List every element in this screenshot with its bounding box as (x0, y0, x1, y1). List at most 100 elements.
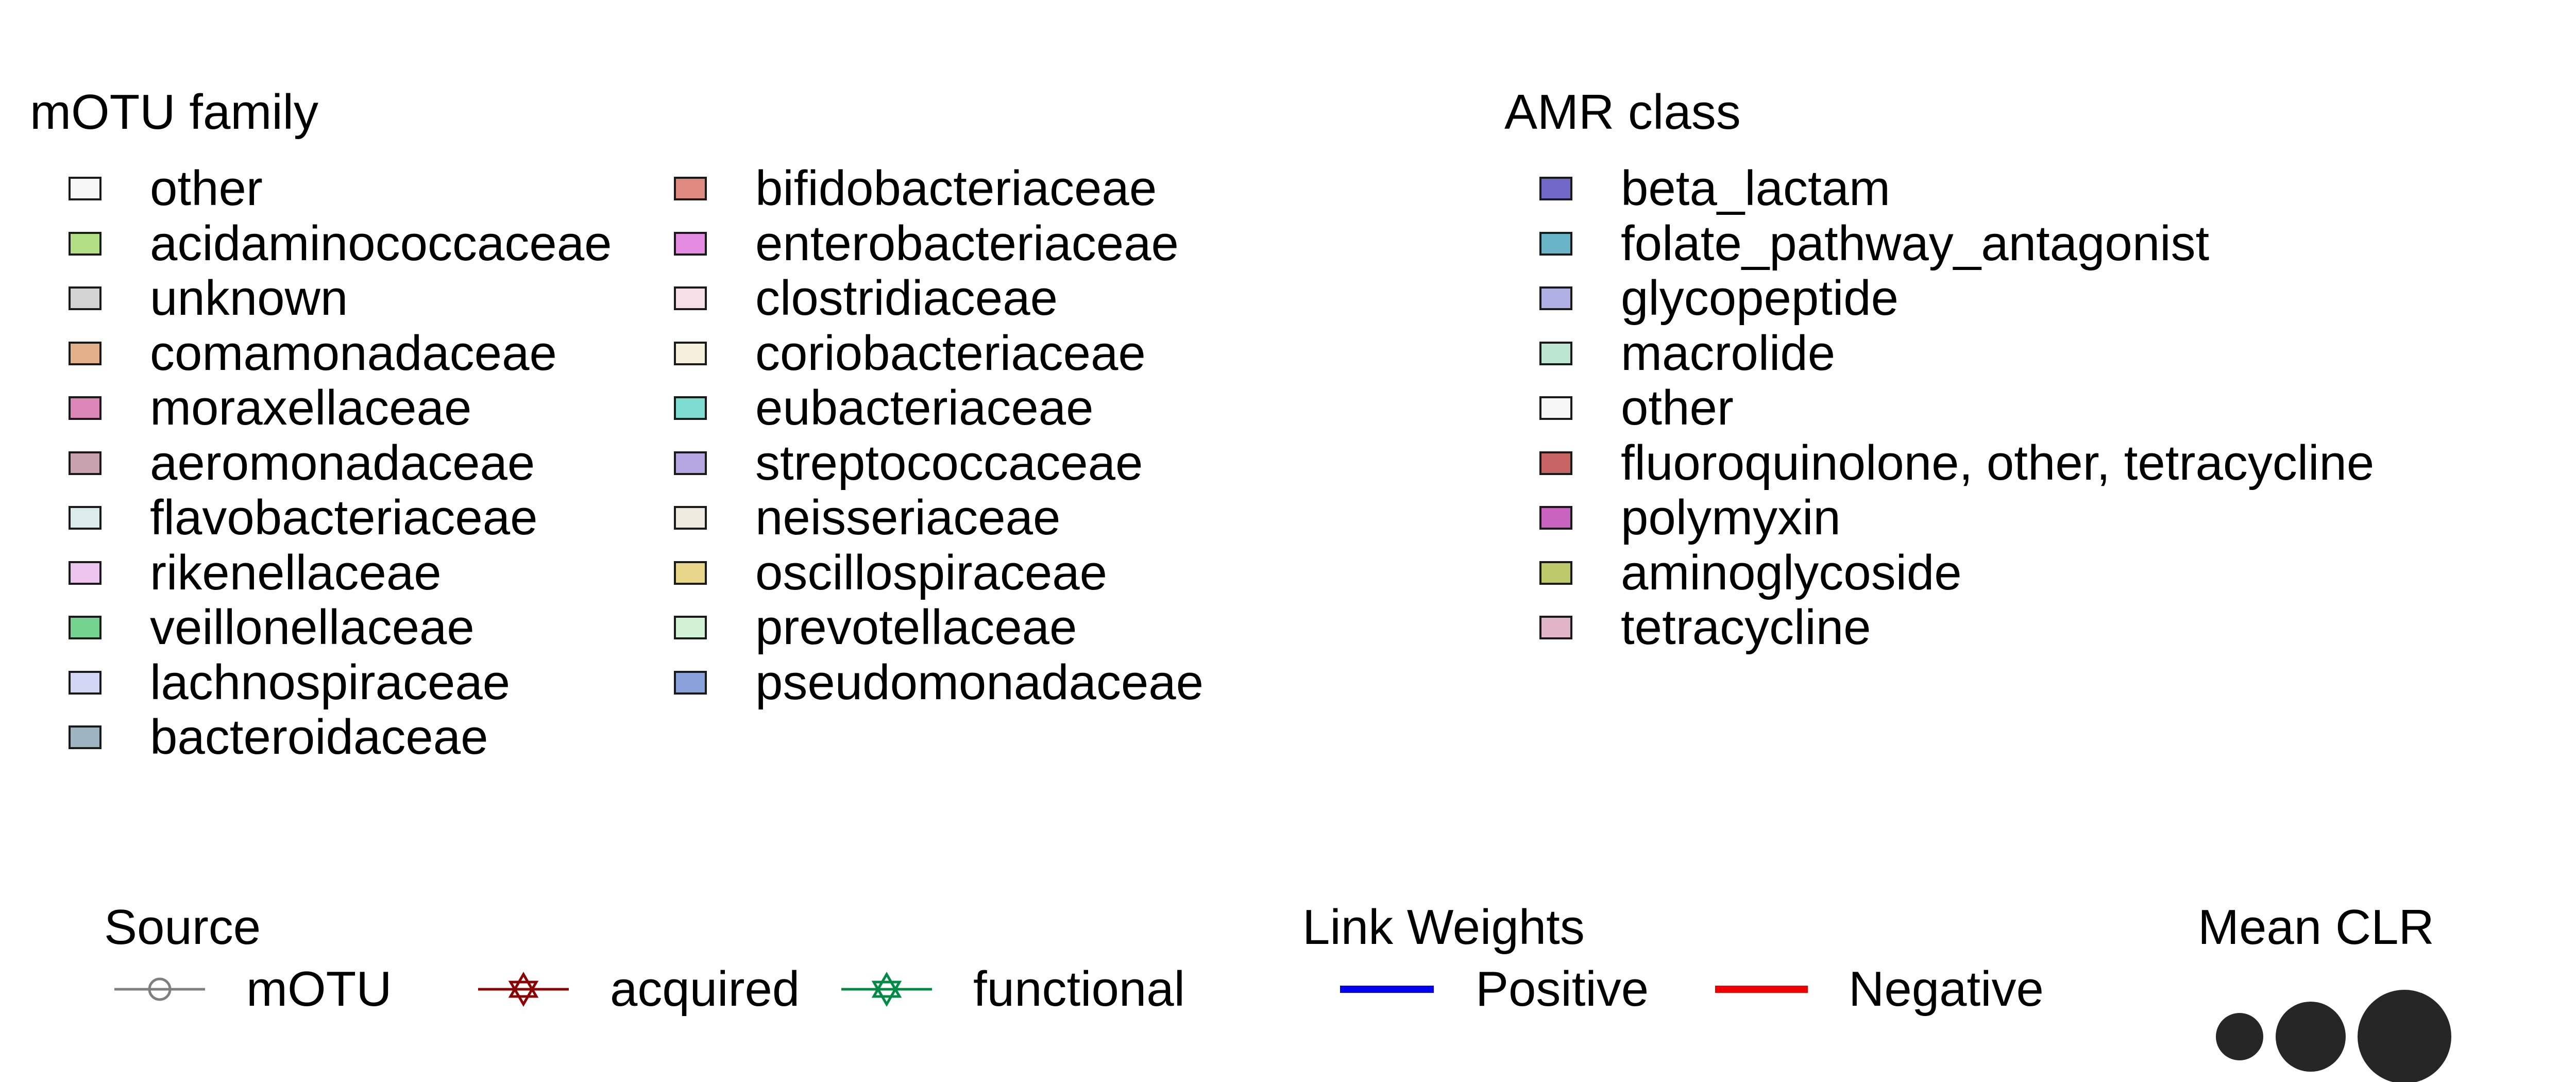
legend-item: oscillospiraceae (674, 547, 1107, 599)
legend-swatch (1539, 341, 1572, 365)
legend-item: polymyxin (1539, 492, 1841, 544)
legend-swatch (674, 616, 707, 639)
legend-label: macrolide (1621, 325, 1836, 381)
legend-item: veillonellaceae (69, 602, 474, 653)
link-label-positive: Positive (1476, 961, 1649, 1017)
legend-label: other (1621, 380, 1734, 435)
legend-item: aeromonadaceae (69, 437, 535, 489)
source-label-acquired: acquired (610, 961, 800, 1017)
legend-item: coriobacteriaceae (674, 328, 1146, 379)
acquired-star-of-david-icon (478, 972, 569, 1007)
legend-swatch (69, 506, 101, 530)
negative-link-line-icon (1715, 986, 1808, 993)
legend-swatch (674, 506, 707, 530)
legend-title: Link Weights (1302, 900, 1585, 955)
legend-label: neisseriaceae (755, 490, 1061, 545)
legend-item: other (69, 163, 263, 214)
mean-clr-size-circles (2216, 990, 2451, 1082)
legend-label: flavobacteriaceae (150, 490, 538, 545)
legend-label: enterobacteriaceae (755, 215, 1179, 271)
legend-label: oscillospiraceae (755, 545, 1108, 600)
legend-item: comamonadaceae (69, 328, 557, 379)
legend-item: flavobacteriaceae (69, 492, 537, 544)
legend-item: beta_lactam (1539, 163, 1890, 214)
motu-circle-line-icon (114, 977, 205, 1001)
legend-swatch (69, 451, 101, 475)
legend-swatch (1539, 177, 1572, 200)
legend-label: bifidobacteriaceae (755, 161, 1157, 216)
legend-item: moraxellaceae (69, 382, 471, 434)
legend-label: moraxellaceae (150, 380, 472, 435)
legend-item: other (1539, 382, 1734, 434)
legend-label: eubacteriaceae (755, 380, 1094, 435)
size-circle-small (2216, 1013, 2263, 1060)
legend-label: tetracycline (1621, 600, 1871, 655)
legend-item: aminoglycoside (1539, 547, 1962, 599)
legend-swatch (69, 725, 101, 749)
source-label-functional: functional (973, 961, 1185, 1017)
legend-swatch (1539, 231, 1572, 256)
legend-label: coriobacteriaceae (755, 325, 1146, 381)
legend-item: bacteroidaceae (69, 712, 488, 763)
legend-label: folate_pathway_antagonist (1621, 215, 2210, 271)
legend-swatch (1539, 561, 1572, 585)
source-triangle-down (508, 980, 539, 1007)
legend-swatch (69, 561, 101, 585)
legend-title: mOTU family (30, 84, 318, 140)
legend-swatch (1539, 396, 1572, 420)
legend-item: glycopeptide (1539, 273, 1899, 324)
legend-swatch (69, 341, 101, 365)
legend-item: macrolide (1539, 328, 1835, 379)
legend-item: rikenellaceae (69, 547, 442, 599)
source-triangle-down (871, 980, 902, 1007)
legend-item: prevotellaceae (674, 602, 1077, 653)
legend-swatch (69, 616, 101, 639)
legend-item: pseudomonadaceae (674, 657, 1204, 708)
legend-swatch (69, 231, 101, 256)
legend-swatch (1539, 506, 1572, 530)
legend-swatch (1539, 616, 1572, 639)
legend-label: aeromonadaceae (150, 435, 535, 491)
legend-label: rikenellaceae (150, 545, 442, 600)
legend-label: pseudomonadaceae (755, 654, 1204, 710)
legend-item: streptococcaceae (674, 437, 1143, 489)
legend-label: bacteroidaceae (150, 709, 488, 765)
functional-star-of-david-icon (841, 972, 932, 1007)
size-circle-large (2358, 990, 2451, 1082)
legend-label: glycopeptide (1621, 270, 1899, 326)
legend-title: Source (104, 900, 261, 955)
legend-label: fluoroquinolone, other, tetracycline (1621, 435, 2375, 491)
legend-swatch (69, 396, 101, 420)
legend-item: eubacteriaceae (674, 382, 1093, 434)
legend-label: streptococcaceae (755, 435, 1143, 491)
legend-item: clostridiaceae (674, 273, 1058, 324)
legend-swatch (1539, 451, 1572, 475)
legend-label: acidaminococcaceae (150, 215, 612, 271)
legend-label: beta_lactam (1621, 161, 1890, 216)
legend-swatch (674, 286, 707, 310)
legend-swatch (674, 670, 707, 695)
legend-label: comamonadaceae (150, 325, 557, 381)
size-circle-medium (2276, 1002, 2346, 1072)
legend-swatch (69, 177, 101, 200)
legend-item: unknown (69, 273, 348, 324)
legend-label: polymyxin (1621, 490, 1841, 545)
legend-label: prevotellaceae (755, 600, 1077, 655)
legend-swatch (674, 396, 707, 420)
legend-swatch (674, 561, 707, 585)
legend-label: clostridiaceae (755, 270, 1058, 326)
source-triangle-up (871, 972, 902, 998)
legend-item: folate_pathway_antagonist (1539, 218, 2209, 269)
legend-swatch (69, 670, 101, 695)
legend-item: neisseriaceae (674, 492, 1060, 544)
legend-title: Mean CLR (2198, 900, 2434, 955)
legend-label: other (150, 161, 263, 216)
source-triangle-up (508, 972, 539, 998)
link-label-negative: Negative (1849, 961, 2044, 1017)
legend-label: aminoglycoside (1621, 545, 1962, 600)
legend-label: unknown (150, 270, 348, 326)
legend-item: acidaminococcaceae (69, 218, 612, 269)
legend-swatch (674, 451, 707, 475)
legend-item: enterobacteriaceae (674, 218, 1179, 269)
legend-item: bifidobacteriaceae (674, 163, 1157, 214)
